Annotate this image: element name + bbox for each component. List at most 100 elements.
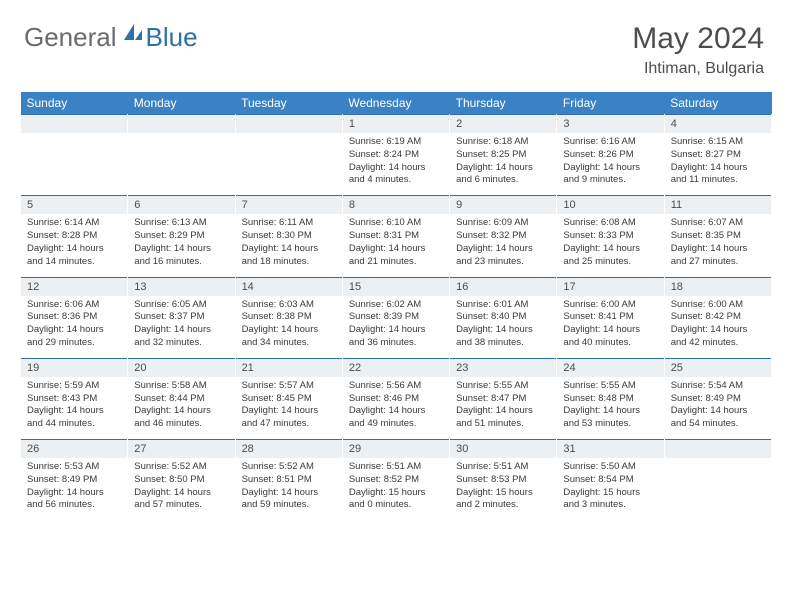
day-day1-text: Daylight: 14 hours: [349, 243, 443, 256]
day-number-cell: 1: [342, 115, 449, 134]
day-detail-cell: Sunrise: 6:15 AMSunset: 8:27 PMDaylight:…: [664, 133, 771, 196]
day-number-cell: 15: [342, 277, 449, 296]
month-title: May 2024: [632, 22, 764, 56]
day-day2-text: and 40 minutes.: [563, 337, 657, 350]
weekday-header: Thursday: [450, 92, 557, 115]
day-day1-text: Daylight: 14 hours: [27, 405, 121, 418]
day-day1-text: Daylight: 14 hours: [456, 243, 550, 256]
day-number-cell: 16: [450, 277, 557, 296]
day-sunrise-text: Sunrise: 5:55 AM: [456, 380, 550, 393]
day-day1-text: Daylight: 14 hours: [134, 324, 228, 337]
weekday-header-row: Sunday Monday Tuesday Wednesday Thursday…: [21, 92, 772, 115]
weekday-header: Tuesday: [235, 92, 342, 115]
day-day2-text: and 21 minutes.: [349, 256, 443, 269]
day-sunset-text: Sunset: 8:26 PM: [563, 149, 657, 162]
day-sunrise-text: Sunrise: 6:14 AM: [27, 217, 121, 230]
day-sunset-text: Sunset: 8:29 PM: [134, 230, 228, 243]
day-sunrise-text: Sunrise: 6:03 AM: [242, 299, 336, 312]
day-day2-text: and 14 minutes.: [27, 256, 121, 269]
day-day1-text: Daylight: 14 hours: [134, 243, 228, 256]
day-sunset-text: Sunset: 8:24 PM: [349, 149, 443, 162]
day-sunset-text: Sunset: 8:45 PM: [242, 393, 336, 406]
day-detail-cell: [21, 133, 128, 196]
day-sunset-text: Sunset: 8:43 PM: [27, 393, 121, 406]
day-day2-text: and 47 minutes.: [242, 418, 336, 431]
day-day2-text: and 51 minutes.: [456, 418, 550, 431]
day-day1-text: Daylight: 14 hours: [242, 243, 336, 256]
day-detail-row: Sunrise: 5:53 AMSunset: 8:49 PMDaylight:…: [21, 458, 772, 520]
day-day2-text: and 56 minutes.: [27, 499, 121, 512]
day-sunrise-text: Sunrise: 6:00 AM: [563, 299, 657, 312]
day-number-row: 19202122232425: [21, 358, 772, 377]
day-number-cell: [235, 115, 342, 134]
day-day1-text: Daylight: 14 hours: [671, 324, 765, 337]
day-detail-cell: Sunrise: 6:01 AMSunset: 8:40 PMDaylight:…: [450, 296, 557, 359]
day-sunrise-text: Sunrise: 6:19 AM: [349, 136, 443, 149]
day-sunrise-text: Sunrise: 5:56 AM: [349, 380, 443, 393]
day-number-cell: 14: [235, 277, 342, 296]
day-detail-cell: Sunrise: 5:57 AMSunset: 8:45 PMDaylight:…: [235, 377, 342, 440]
day-sunset-text: Sunset: 8:31 PM: [349, 230, 443, 243]
day-sunrise-text: Sunrise: 5:51 AM: [349, 461, 443, 474]
day-sunrise-text: Sunrise: 6:02 AM: [349, 299, 443, 312]
day-day2-text: and 32 minutes.: [134, 337, 228, 350]
day-number-cell: 9: [450, 196, 557, 215]
day-number-cell: 20: [128, 358, 235, 377]
day-day2-text: and 46 minutes.: [134, 418, 228, 431]
day-day2-text: and 57 minutes.: [134, 499, 228, 512]
day-day1-text: Daylight: 15 hours: [349, 487, 443, 500]
day-number-row: 1234: [21, 115, 772, 134]
day-day2-text: and 36 minutes.: [349, 337, 443, 350]
day-day2-text: and 16 minutes.: [134, 256, 228, 269]
day-sunrise-text: Sunrise: 5:55 AM: [563, 380, 657, 393]
day-number-cell: 28: [235, 440, 342, 459]
day-sunrise-text: Sunrise: 6:06 AM: [27, 299, 121, 312]
day-number-cell: 23: [450, 358, 557, 377]
day-day1-text: Daylight: 14 hours: [27, 487, 121, 500]
day-number-cell: 8: [342, 196, 449, 215]
day-day2-text: and 18 minutes.: [242, 256, 336, 269]
day-detail-cell: Sunrise: 6:09 AMSunset: 8:32 PMDaylight:…: [450, 214, 557, 277]
day-day2-text: and 49 minutes.: [349, 418, 443, 431]
day-day2-text: and 3 minutes.: [563, 499, 657, 512]
day-sunrise-text: Sunrise: 6:05 AM: [134, 299, 228, 312]
day-number-cell: 11: [664, 196, 771, 215]
day-day1-text: Daylight: 14 hours: [456, 162, 550, 175]
logo: General Blue: [24, 22, 198, 53]
day-number-cell: 27: [128, 440, 235, 459]
logo-text-general: General: [24, 22, 117, 53]
day-day2-text: and 6 minutes.: [456, 174, 550, 187]
day-sunset-text: Sunset: 8:47 PM: [456, 393, 550, 406]
day-sunset-text: Sunset: 8:46 PM: [349, 393, 443, 406]
day-sunset-text: Sunset: 8:49 PM: [27, 474, 121, 487]
day-detail-cell: Sunrise: 6:06 AMSunset: 8:36 PMDaylight:…: [21, 296, 128, 359]
day-detail-cell: Sunrise: 6:05 AMSunset: 8:37 PMDaylight:…: [128, 296, 235, 359]
day-day2-text: and 25 minutes.: [563, 256, 657, 269]
day-day1-text: Daylight: 14 hours: [456, 324, 550, 337]
day-day1-text: Daylight: 15 hours: [456, 487, 550, 500]
day-sunset-text: Sunset: 8:25 PM: [456, 149, 550, 162]
day-sunrise-text: Sunrise: 5:58 AM: [134, 380, 228, 393]
day-sunset-text: Sunset: 8:49 PM: [671, 393, 765, 406]
day-sunset-text: Sunset: 8:28 PM: [27, 230, 121, 243]
weekday-header: Friday: [557, 92, 664, 115]
day-sunrise-text: Sunrise: 5:59 AM: [27, 380, 121, 393]
day-day2-text: and 34 minutes.: [242, 337, 336, 350]
calendar-table: Sunday Monday Tuesday Wednesday Thursday…: [20, 92, 772, 520]
page-header: General Blue May 2024 Ihtiman, Bulgaria: [0, 0, 792, 86]
day-sunrise-text: Sunrise: 6:11 AM: [242, 217, 336, 230]
day-sunrise-text: Sunrise: 6:15 AM: [671, 136, 765, 149]
day-detail-cell: Sunrise: 5:51 AMSunset: 8:53 PMDaylight:…: [450, 458, 557, 520]
day-number-cell: 30: [450, 440, 557, 459]
day-number-row: 12131415161718: [21, 277, 772, 296]
day-detail-cell: Sunrise: 6:02 AMSunset: 8:39 PMDaylight:…: [342, 296, 449, 359]
day-day1-text: Daylight: 14 hours: [563, 243, 657, 256]
day-detail-cell: Sunrise: 6:18 AMSunset: 8:25 PMDaylight:…: [450, 133, 557, 196]
day-sunset-text: Sunset: 8:52 PM: [349, 474, 443, 487]
day-day2-text: and 44 minutes.: [27, 418, 121, 431]
day-number-cell: 24: [557, 358, 664, 377]
day-detail-cell: Sunrise: 5:53 AMSunset: 8:49 PMDaylight:…: [21, 458, 128, 520]
weekday-header: Saturday: [664, 92, 771, 115]
day-detail-cell: Sunrise: 6:16 AMSunset: 8:26 PMDaylight:…: [557, 133, 664, 196]
day-detail-cell: Sunrise: 5:59 AMSunset: 8:43 PMDaylight:…: [21, 377, 128, 440]
